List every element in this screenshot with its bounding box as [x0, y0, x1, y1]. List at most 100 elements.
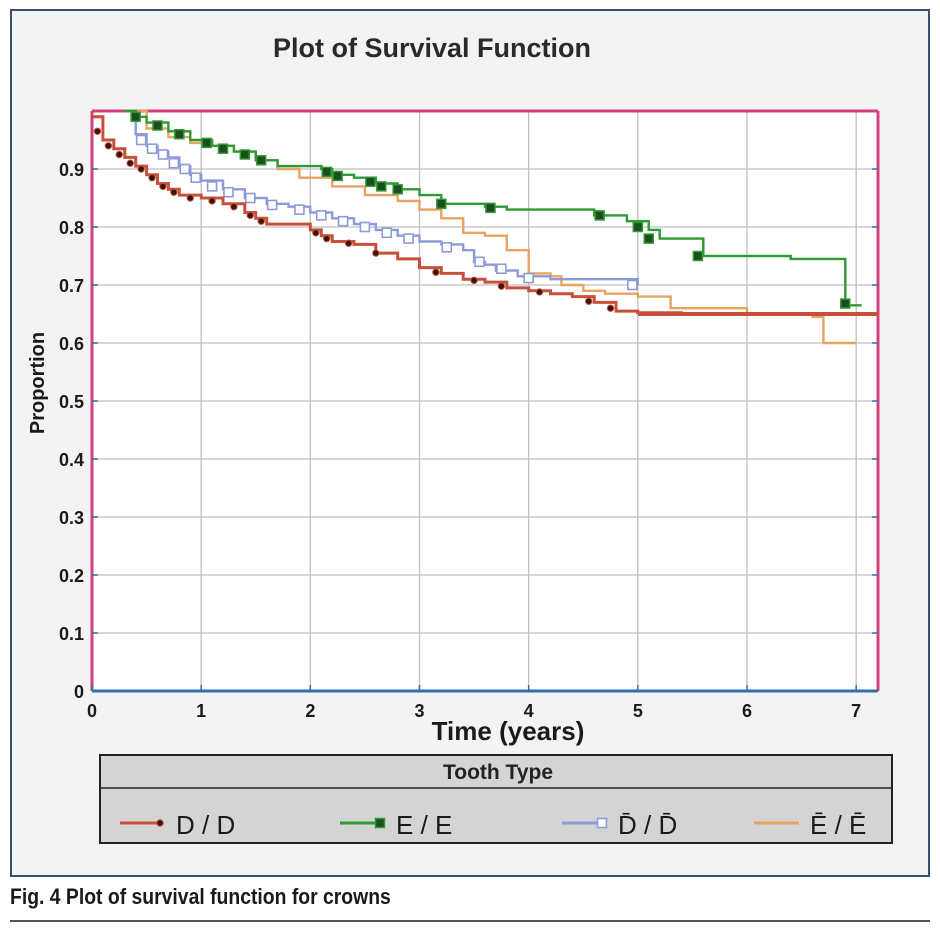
series-marker [159, 182, 167, 191]
series-marker [148, 174, 156, 182]
series-marker [376, 181, 387, 192]
series-marker [312, 229, 320, 237]
series-1 [124, 109, 862, 309]
y-tick-label: 0.8 [59, 218, 84, 238]
series-marker [239, 149, 251, 160]
y-axis-label: Proportion [27, 332, 49, 434]
x-axis-label: Time (years) [432, 716, 585, 746]
series-marker [168, 157, 180, 169]
series-marker [130, 111, 141, 123]
series-marker [230, 203, 238, 211]
x-tick-label: 7 [851, 701, 861, 721]
series-marker [392, 184, 403, 195]
survival-chart: Plot of Survival Function 0 1 2 3 4 5 6 7 0 0.1 0… [27, 33, 893, 844]
series-marker [246, 211, 254, 220]
series-marker [190, 172, 202, 183]
series-marker [523, 272, 534, 284]
series-marker [157, 149, 169, 160]
legend-item: D̄ / D̄ [562, 810, 677, 840]
series-marker [359, 221, 371, 233]
series-marker [126, 159, 134, 167]
series-marker [632, 221, 644, 233]
series-marker [606, 304, 615, 312]
legend-swatch-marker [156, 819, 164, 827]
series-marker [170, 188, 178, 196]
series-marker [115, 150, 123, 159]
series-marker [323, 234, 331, 243]
series-marker [643, 233, 654, 244]
series-marker [217, 143, 229, 154]
series-marker [594, 210, 605, 221]
series-marker [474, 256, 485, 268]
series-marker [441, 242, 453, 253]
series-2 [124, 109, 639, 291]
legend-swatch-marker [374, 817, 386, 829]
series-marker [294, 204, 305, 215]
series-marker [365, 176, 376, 188]
series-marker [152, 120, 163, 131]
series-marker [174, 128, 185, 140]
series-marker [223, 186, 234, 198]
y-tick-label: 0.6 [59, 334, 84, 354]
y-tick-label: 0.2 [59, 566, 84, 586]
series-marker [201, 137, 212, 149]
legend-items: D / D E / E D̄ / D̄ Ē / Ē [120, 810, 866, 840]
y-tick-label: 0.3 [59, 508, 84, 528]
series-marker [93, 127, 102, 136]
legend-label: Ē / Ē [810, 810, 866, 840]
series-marker [372, 249, 380, 257]
series-marker [344, 239, 353, 247]
legend-box: Tooth Type D / D E / E D̄ / D̄ Ē / Ē [99, 754, 893, 844]
series-line [124, 109, 639, 285]
y-tick-label: 0 [74, 682, 84, 702]
series-marker [535, 288, 544, 296]
series-marker [692, 250, 704, 262]
figure-frame: Plot of Survival Function 0 1 2 3 4 5 6 7 0 0.1 0… [10, 9, 930, 877]
series-marker [436, 198, 447, 210]
series-marker [332, 170, 343, 182]
y-tick-label: 0.5 [59, 392, 84, 412]
x-tick-label: 4 [524, 701, 534, 721]
legend-title: Tooth Type [443, 761, 553, 784]
caption-rule [10, 920, 930, 922]
series-marker [496, 263, 507, 275]
x-axis-ticks: 0 1 2 3 4 5 6 7 [87, 685, 861, 721]
series-marker [137, 165, 145, 173]
series-marker [244, 192, 256, 204]
series-marker [337, 215, 349, 227]
series-marker [840, 298, 851, 309]
series-marker [255, 155, 267, 166]
x-tick-label: 2 [305, 701, 315, 721]
y-tick-label: 0.1 [59, 624, 84, 644]
figure-caption: Fig. 4 Plot of survival function for cro… [10, 884, 391, 909]
series-marker [585, 297, 593, 305]
series-marker [321, 166, 332, 178]
x-tick-label: 0 [87, 701, 97, 721]
x-tick-label: 6 [742, 701, 752, 721]
series-marker [135, 134, 147, 146]
series-marker [403, 233, 414, 244]
x-tick-label: 1 [196, 701, 206, 721]
series-marker [315, 210, 327, 221]
series-layer [92, 109, 878, 345]
chart-title: Plot of Survival Function [273, 33, 591, 63]
y-tick-label: 0.9 [59, 160, 84, 180]
x-tick-label: 3 [414, 701, 424, 721]
series-marker [485, 202, 496, 214]
series-marker [206, 181, 218, 192]
series-marker [179, 163, 191, 175]
legend-item: E / E [340, 810, 452, 840]
series-marker [497, 282, 506, 290]
series-line [92, 115, 878, 316]
y-tick-label: 0.7 [59, 276, 84, 296]
series-marker [266, 199, 278, 211]
legend-item: Ē / Ē [754, 810, 866, 840]
series-marker [208, 197, 216, 205]
series-marker [432, 268, 440, 276]
legend-item: D / D [120, 810, 235, 840]
legend-label: E / E [396, 810, 452, 840]
series-marker [257, 217, 265, 225]
legend-label: D / D [176, 810, 235, 840]
x-tick-label: 5 [633, 701, 643, 721]
legend-label: D̄ / D̄ [618, 810, 677, 840]
